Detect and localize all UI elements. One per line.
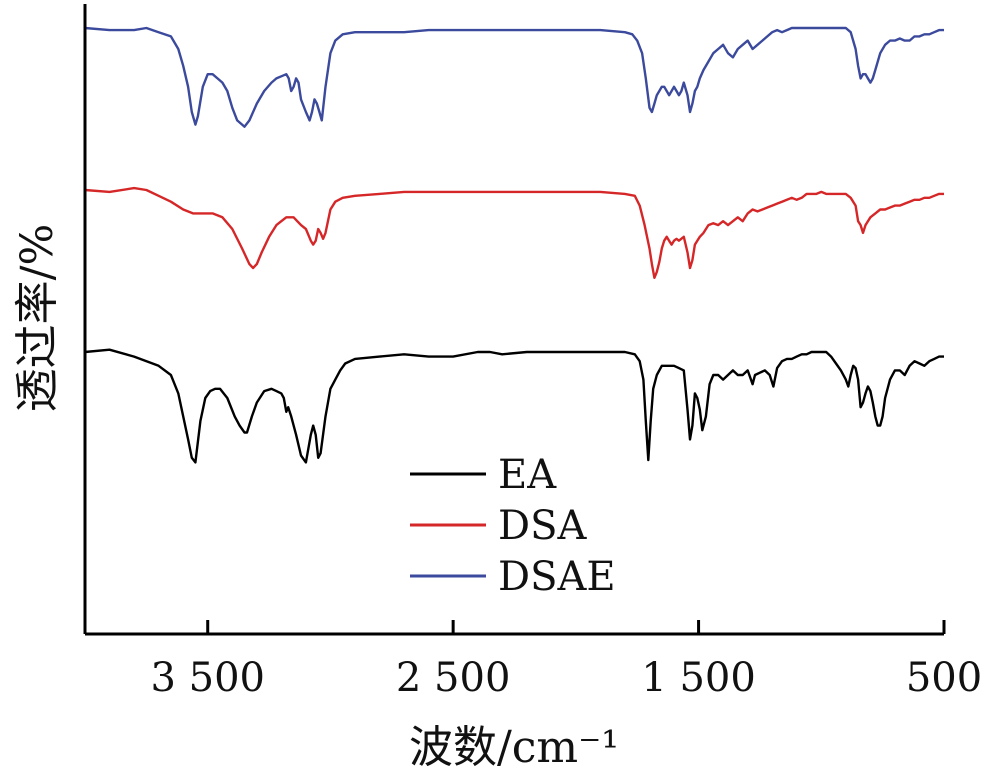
- legend-label-dsae: DSAE: [498, 554, 616, 600]
- legend-label-ea: EA: [498, 452, 557, 498]
- legend: EA DSA DSAE: [410, 452, 616, 600]
- series-line-dsae: [84, 26, 944, 128]
- x-tick-label: 500: [906, 655, 982, 701]
- legend-label-dsa: DSA: [498, 503, 587, 549]
- series-layer: [84, 26, 944, 464]
- x-axis-ticks: 3 500 2 500 1 500 500: [150, 620, 982, 701]
- series-line-ea: [84, 348, 944, 464]
- x-tick-label: 3 500: [150, 655, 265, 701]
- series-line-dsa: [84, 186, 944, 279]
- x-tick-label: 2 500: [396, 655, 511, 701]
- x-axis-title: 波数/cm⁻¹: [409, 722, 619, 773]
- y-axis-title: 透过率/%: [12, 224, 63, 413]
- x-tick-label: 1 500: [641, 655, 756, 701]
